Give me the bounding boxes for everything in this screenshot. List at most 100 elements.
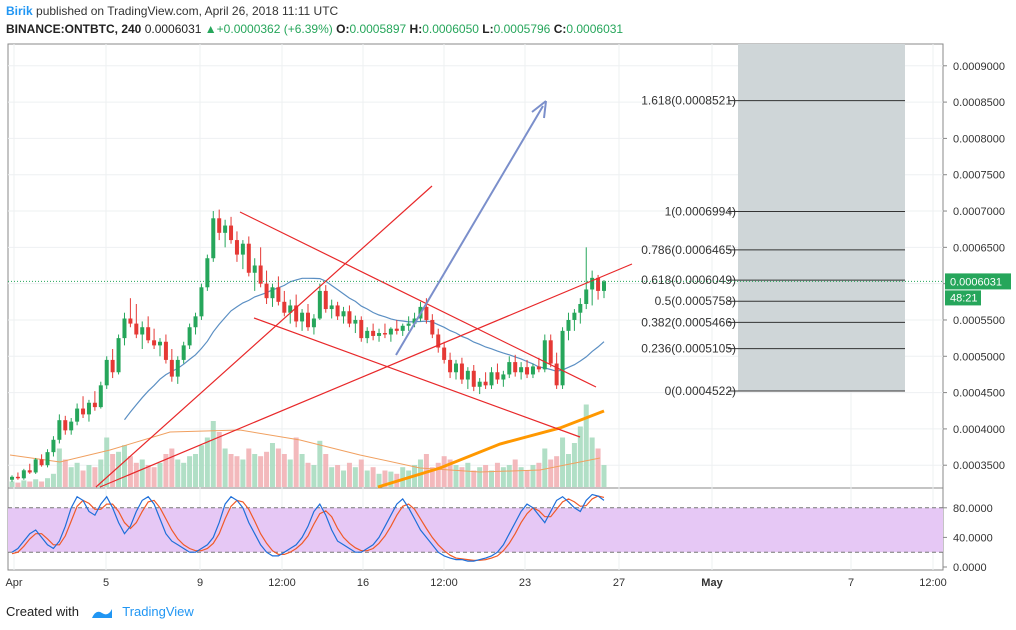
volume-bar [376,473,382,487]
candle-body [45,452,50,466]
volume-bars [9,404,607,487]
candle-body [51,439,56,453]
candle-body [377,333,382,336]
candle-body [223,225,228,233]
candle-body [519,367,524,373]
candle-body [323,290,328,310]
volume-bar [92,467,98,487]
candle-body [317,290,322,319]
price-axis[interactable]: 0.0009000 0.0008500 0.0008000 0.0007500 0.00… [943,61,1011,472]
candle-body [454,363,458,373]
volume-bar [98,459,104,487]
candle-body [146,327,151,341]
volume-bar [571,443,577,487]
volume-bar [364,470,370,487]
volume-bar [346,462,352,487]
trend-drawings[interactable] [8,100,943,488]
candle-body [33,459,38,473]
candle-body [359,319,364,339]
candle-body [311,318,316,328]
ohlc-legend: BINANCE:ONTBTC, 240 0.0006031 ▲+0.000036… [6,22,623,36]
stoch-tick-label: 40.0000 [953,532,993,544]
candle-body [335,305,340,317]
volume-bar [429,467,435,487]
candle-body [211,218,216,259]
volume-bar [494,462,500,487]
candle-body [400,325,405,331]
volume-bar [435,462,441,487]
volume-bar [269,443,275,487]
candle-body [199,287,204,317]
candle-body [39,459,44,466]
volume-bar [62,459,68,487]
volume-bar [506,465,512,487]
fib-zone: 1.618(0.0008521) 1(0.0006994) 0.786(0.0006… [641,44,905,398]
candle-body [448,359,453,373]
candle-body [501,374,506,380]
fib-level-label: 1.618(0.0008521) [641,94,736,108]
stochastic-pane[interactable]: 80.0000 40.0000 0.0000 [8,493,993,575]
time-axis[interactable]: Apr 5 9 12:00 16 12:00 23 27 May 7 12:00 [5,577,946,589]
tradingview-logo-icon [91,608,112,618]
candle-body [63,420,68,431]
volume-bar [352,467,358,487]
price-chart[interactable]: 1.618(0.0008521) 1(0.0006994) 0.786(0.0006… [0,0,1016,600]
candle-body [436,334,441,348]
y-tick-label: 0.0007000 [953,206,1005,218]
volume-bar [370,467,376,487]
candle-body [15,476,20,479]
footer: Created with TradingView [6,604,194,619]
candle-body [169,359,174,377]
fib-level-label: 0.786(0.0006465) [641,243,736,257]
close-value: 0.0006031 [566,22,624,36]
volume-bar [281,454,287,487]
candle-body [465,370,470,380]
x-tick-label: 16 [357,577,369,589]
volume-bar [157,462,163,487]
candle-body [193,316,198,328]
candle-body [412,318,417,324]
x-tick-label: 9 [197,577,203,589]
candle-body [329,305,334,310]
volume-bar [80,470,86,487]
countdown-badge [945,290,981,306]
candle-body [536,366,541,370]
trendline-upper-channel [239,211,597,388]
candle-body [175,359,180,377]
candle-body [116,338,121,373]
last-price-badge [945,273,1011,290]
x-tick-label: 7 [848,577,854,589]
volume-bar [252,454,258,487]
x-tick-label: May [701,577,723,589]
volume-bar [524,470,530,487]
y-tick-label: 0.0003500 [953,460,1005,472]
volume-bar [222,448,228,487]
candle-body [75,408,80,422]
volume-bar [323,454,329,487]
candle-body [104,359,109,386]
candle-body [229,225,234,241]
volume-bar [489,470,495,487]
projection-arrow-shaft [395,105,544,356]
volume-bar [15,482,21,487]
volume-bar [548,459,554,487]
candle-body [590,277,595,290]
ma-line-blue [124,277,605,421]
candle-body [110,359,115,373]
candle-body [258,265,263,284]
x-tick-label: 23 [519,577,531,589]
author-name[interactable]: Birik [6,4,33,18]
volume-bar [9,481,15,487]
x-tick-label: 12:00 [268,577,296,589]
tradingview-brand[interactable]: TradingView [122,604,194,619]
stoch-k-line [11,493,605,562]
volume-bar [305,462,311,487]
volume-bar [240,459,246,487]
candle-body [122,318,127,339]
y-tick-label: 0.0005000 [953,351,1005,363]
created-with-label: Created with [6,604,79,619]
volume-bar [518,467,524,487]
volume-bar [169,448,175,487]
volume-bar [542,448,548,487]
stoch-tick-label: 0.0000 [953,562,987,574]
